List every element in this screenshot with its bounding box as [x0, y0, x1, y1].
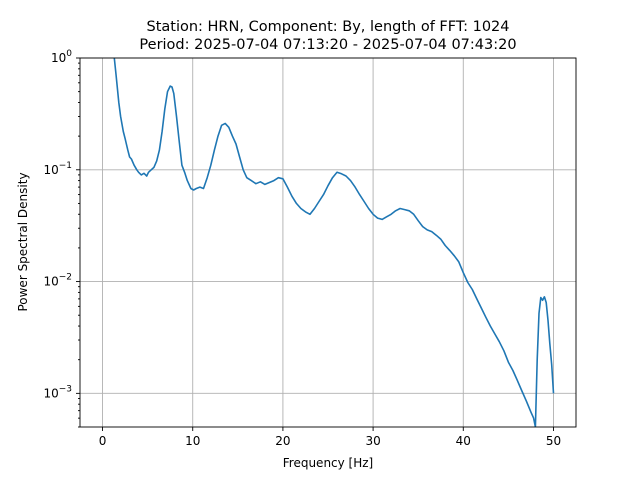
- x-tick-label: 0: [99, 434, 107, 448]
- y-tick-label: 100: [51, 49, 72, 65]
- y-axis-ticks: 10−3 10−2 10−1 100: [43, 49, 80, 428]
- x-axis-label: Frequency [Hz]: [283, 456, 374, 470]
- y-tick-label: 10−3: [43, 384, 72, 400]
- chart-title-line2: Period: 2025-07-04 07:13:20 - 2025-07-04…: [139, 37, 516, 53]
- chart-title-line1: Station: HRN, Component: By, length of F…: [146, 19, 509, 35]
- psd-series-line: [113, 58, 555, 427]
- x-tick-label: 20: [275, 434, 290, 448]
- x-tick-label: 40: [456, 434, 471, 448]
- y-tick-label: 10−1: [43, 161, 72, 177]
- plot-area: [113, 58, 555, 427]
- x-tick-label: 30: [365, 434, 380, 448]
- x-axis-ticks: 0 10 20 30 40 50: [99, 427, 561, 448]
- axes-frame: [79, 57, 577, 428]
- y-tick-label: 10−2: [43, 273, 72, 289]
- x-tick-label: 50: [546, 434, 561, 448]
- y-axis-label: Power Spectral Density: [16, 172, 30, 311]
- x-tick-label: 10: [185, 434, 200, 448]
